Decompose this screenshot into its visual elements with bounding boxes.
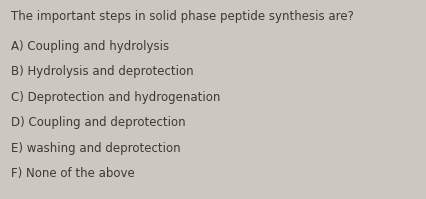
Text: B) Hydrolysis and deprotection: B) Hydrolysis and deprotection: [11, 65, 193, 78]
Text: The important steps in solid phase peptide synthesis are?: The important steps in solid phase pepti…: [11, 10, 354, 23]
Text: F) None of the above: F) None of the above: [11, 167, 134, 180]
Text: E) washing and deprotection: E) washing and deprotection: [11, 142, 180, 155]
Text: D) Coupling and deprotection: D) Coupling and deprotection: [11, 116, 185, 129]
Text: A) Coupling and hydrolysis: A) Coupling and hydrolysis: [11, 40, 169, 53]
Text: C) Deprotection and hydrogenation: C) Deprotection and hydrogenation: [11, 91, 220, 104]
